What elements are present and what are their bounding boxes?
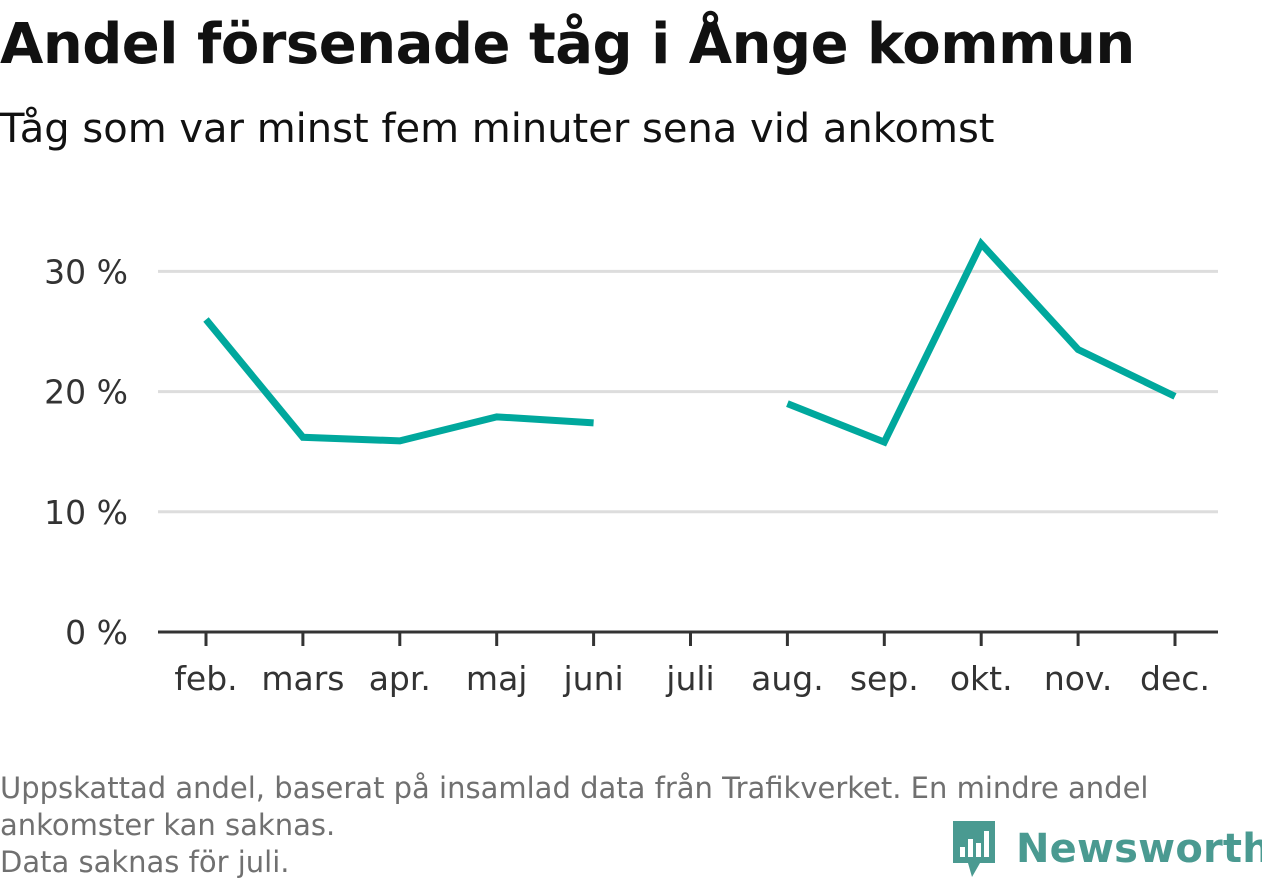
- gridlines: [158, 269, 1218, 514]
- x-tick-label: mars: [261, 659, 344, 698]
- footnote-line-3: Data saknas för juli.: [0, 845, 290, 879]
- chart-subtitle: Tåg som var minst fem minuter sena vid a…: [0, 106, 995, 152]
- y-tick-label: 10 %: [44, 493, 128, 532]
- y-axis-ticks: 0 % 10 % 20 % 30 %: [44, 252, 128, 652]
- footnote-line-1: Uppskattad andel, baserat på insamlad da…: [0, 771, 1149, 805]
- chart-title: Andel försenade tåg i Ånge kommun: [0, 12, 1135, 77]
- x-tick-label: nov.: [1044, 659, 1113, 698]
- x-tick-label: juni: [563, 659, 624, 698]
- series-line-segment: [203, 317, 594, 445]
- y-tick-label: 30 %: [44, 252, 128, 291]
- x-tick-label: maj: [466, 659, 528, 698]
- x-axis-ticks: feb. mars apr. maj juni juli aug. sep. okt. nov. d…: [174, 632, 1210, 698]
- newsworthy-logo-icon: [953, 821, 995, 877]
- x-tick-label: dec.: [1140, 659, 1210, 698]
- series-line: [203, 237, 1177, 447]
- y-tick-label: 20 %: [44, 373, 128, 412]
- brand-name: Newsworthy: [1016, 826, 1262, 872]
- footnote: Uppskattad andel, baserat på insamlad da…: [0, 770, 1255, 881]
- footnote-line-2: ankomster kan saknas.: [0, 808, 336, 842]
- y-tick-label: 0 %: [65, 613, 128, 652]
- x-tick-label: okt.: [950, 659, 1013, 698]
- x-tick-label: feb.: [174, 659, 237, 698]
- x-tick-label: apr.: [369, 659, 431, 698]
- brand-logo: Newsworthy: [950, 818, 1262, 880]
- line-chart: 0 % 10 % 20 % 30 % feb. mars apr. maj juni juli a…: [44, 237, 1218, 698]
- series-line-segment: [786, 237, 1177, 447]
- x-tick-label: sep.: [850, 659, 919, 698]
- x-tick-label: aug.: [751, 659, 824, 698]
- x-tick-label: juli: [665, 659, 714, 698]
